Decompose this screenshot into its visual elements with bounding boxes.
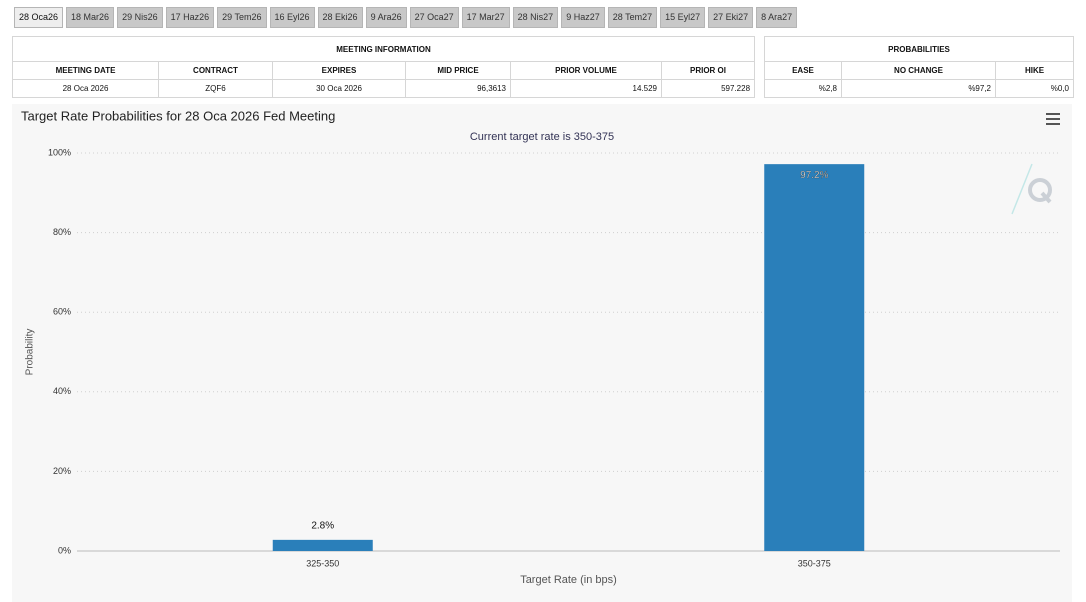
cell: 14.529 [510, 79, 662, 98]
chart-subtitle: Current target rate is 350-375 [470, 131, 614, 143]
y-tick-label: 20% [53, 466, 71, 476]
meeting-tab[interactable]: 16 Eyl26 [269, 7, 315, 28]
meeting-tab[interactable]: 27 Oca27 [409, 7, 459, 28]
logo [1011, 163, 1052, 215]
meeting-tab[interactable]: 28 Tem27 [607, 7, 658, 28]
meeting-tab[interactable]: 17 Haz26 [165, 7, 215, 28]
meeting-tab[interactable]: 17 Mar27 [461, 7, 510, 28]
column-header: EASE [764, 61, 842, 80]
meeting-tab[interactable]: 18 Mar26 [66, 7, 115, 28]
meeting-tab[interactable]: 9 Haz27 [561, 7, 605, 28]
meeting-tab[interactable]: 27 Eki27 [708, 7, 754, 28]
cell: %0,0 [995, 79, 1074, 98]
y-tick-label: 80% [53, 227, 71, 237]
meeting-tab[interactable]: 29 Tem26 [217, 7, 267, 28]
chart-title: Target Rate Probabilities for 28 Oca 202… [21, 108, 335, 123]
meeting-tab[interactable]: 28 Eki26 [317, 7, 363, 28]
y-axis-title: Probability [25, 329, 36, 376]
header-row: MEETING DATE CONTRACT EXPIRES MID PRICE PRIO… [12, 61, 756, 80]
meeting-tab[interactable]: 9 Ara26 [365, 7, 407, 28]
data-row: %2,8 %97,2 %0,0 [764, 79, 1074, 98]
x-tick-label: 350-375 [798, 558, 831, 568]
column-header: CONTRACT [158, 61, 273, 80]
bar [272, 539, 373, 551]
cell: 597.228 [660, 79, 756, 98]
table-title: MEETING INFORMATION [11, 36, 756, 62]
table-title: PROBABILITIES [764, 36, 1074, 62]
chart: Target Rate Probabilities for 28 Oca 202… [12, 104, 1072, 602]
meeting-tab[interactable]: 29 Nis26 [117, 7, 163, 28]
menu-icon[interactable] [1046, 113, 1060, 125]
cell: 96,3613 [405, 79, 511, 98]
title-row: PROBABILITIES [764, 36, 1074, 62]
probabilities-table: PROBABILITIES EASE NO CHANGE HIKE %2,8 %97,2%… [764, 36, 1074, 98]
y-tick-label: 40% [53, 386, 71, 396]
column-header: MID PRICE [405, 61, 511, 80]
column-header: PRIOR OI [660, 61, 756, 80]
meeting-info-table: MEETING INFORMATION MEETING DATE CONTRACT E… [11, 36, 756, 98]
x-axis-title: Target Rate (in bps) [520, 574, 617, 586]
data-row: 28 Oca 2026 ZQF6 30 Oca 2026 96,3613 14.529 5… [12, 79, 756, 98]
data-label: 97.2% [800, 170, 828, 181]
cell: 30 Oca 2026 [272, 79, 406, 98]
column-header: HIKE [995, 61, 1074, 80]
bar [764, 164, 865, 552]
column-header: PRIOR VOLUME [510, 61, 662, 80]
cell: ZQF6 [158, 79, 273, 98]
cell: %97,2 [841, 79, 996, 98]
column-header: NO CHANGE [841, 61, 996, 80]
data-label: 2.8% [311, 520, 334, 531]
column-header: EXPIRES [272, 61, 406, 80]
title-row: MEETING INFORMATION [11, 36, 756, 62]
y-tick-label: 60% [53, 307, 71, 317]
meeting-tab[interactable]: 15 Eyl27 [660, 7, 706, 28]
meeting-tabs: 28 Oca26 18 Mar26 29 Nis26 17 Haz26 29 Tem26… [14, 7, 798, 28]
meeting-tab[interactable]: 28 Nis27 [512, 7, 559, 28]
cell: %2,8 [764, 79, 842, 98]
meeting-tab[interactable]: 8 Ara27 [756, 7, 798, 28]
column-header: MEETING DATE [12, 61, 159, 80]
x-tick-label: 325-350 [306, 558, 339, 568]
y-tick-label: 100% [48, 147, 71, 157]
meeting-tab[interactable]: 28 Oca26 [14, 7, 64, 28]
y-tick-label: 0% [58, 545, 71, 555]
cell: 28 Oca 2026 [12, 79, 159, 98]
header-row: EASE NO CHANGE HIKE [764, 61, 1074, 80]
